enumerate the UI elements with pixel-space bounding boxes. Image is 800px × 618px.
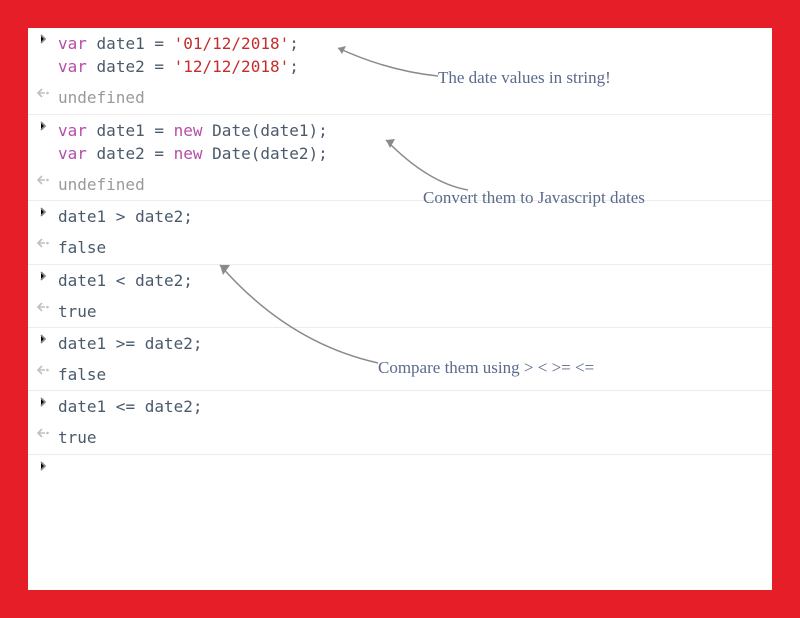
input-chevron-icon (34, 33, 52, 45)
ident-date2: date2 (97, 57, 145, 76)
input-row-5: date1 >= date2; (28, 328, 772, 359)
input-row-empty[interactable] (28, 455, 772, 476)
input-row-4: date1 < date2; (28, 265, 772, 296)
output-row-2: undefined (28, 169, 772, 201)
output-false: false (58, 236, 106, 259)
code-input-2: var date1 = new Date(date1); var date2 =… (58, 119, 328, 165)
annotation-1: The date values in string! (438, 68, 611, 88)
output-arrow-icon (34, 174, 52, 186)
string-literal: '12/12/2018' (174, 57, 290, 76)
code-input-4: date1 < date2; (58, 269, 193, 292)
input-chevron-icon (34, 206, 52, 218)
output-arrow-icon (34, 427, 52, 439)
output-arrow-icon (34, 237, 52, 249)
annotation-3: Compare them using > < >= <= (378, 358, 594, 378)
output-true: true (58, 300, 97, 323)
input-chevron-icon (34, 396, 52, 408)
keyword-new: new (174, 121, 203, 140)
keyword-var: var (58, 34, 87, 53)
keyword-var: var (58, 57, 87, 76)
code-input-3: date1 > date2; (58, 205, 193, 228)
output-false: false (58, 363, 106, 386)
code-input-5: date1 >= date2; (58, 332, 203, 355)
output-arrow-icon (34, 364, 52, 376)
annotation-2: Convert them to Javascript dates (423, 188, 645, 208)
output-undefined: undefined (58, 173, 145, 196)
output-row-4: true (28, 296, 772, 328)
input-chevron-icon (34, 270, 52, 282)
input-chevron-icon (34, 333, 52, 345)
console-panel: var date1 = '01/12/2018'; var date2 = '1… (28, 28, 772, 590)
input-row-2: var date1 = new Date(date1); var date2 =… (28, 115, 772, 169)
output-row-1: undefined (28, 82, 772, 114)
output-arrow-icon (34, 87, 52, 99)
output-true: true (58, 426, 97, 449)
input-chevron-icon (34, 460, 52, 472)
code-input-1: var date1 = '01/12/2018'; var date2 = '1… (58, 32, 299, 78)
input-row-3: date1 > date2; (28, 201, 772, 232)
output-undefined: undefined (58, 86, 145, 109)
ident-date1: date1 (97, 34, 145, 53)
input-row-6: date1 <= date2; (28, 391, 772, 422)
ident-Date: Date (212, 121, 251, 140)
code-input-6: date1 <= date2; (58, 395, 203, 418)
input-chevron-icon (34, 120, 52, 132)
input-row-1: var date1 = '01/12/2018'; var date2 = '1… (28, 28, 772, 82)
output-row-6: true (28, 422, 772, 454)
string-literal: '01/12/2018' (174, 34, 290, 53)
output-arrow-icon (34, 301, 52, 313)
output-row-3: false (28, 232, 772, 264)
